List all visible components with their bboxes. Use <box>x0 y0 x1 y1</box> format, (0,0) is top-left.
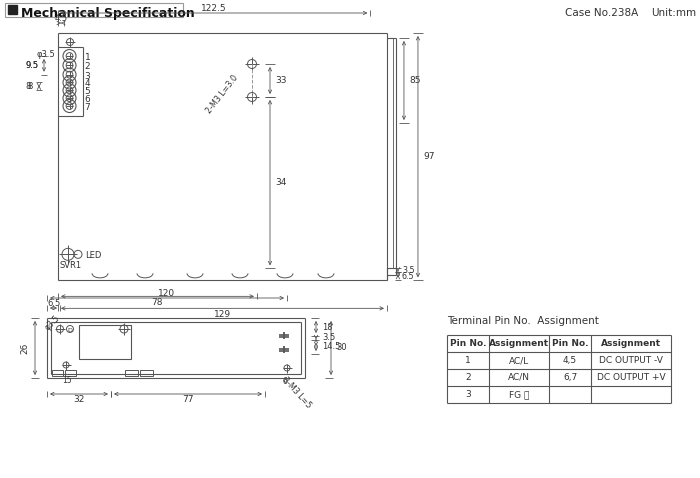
Text: 6,7: 6,7 <box>563 373 577 382</box>
Text: 9.5: 9.5 <box>26 61 39 70</box>
Text: Pin No.: Pin No. <box>552 339 588 348</box>
Text: 3: 3 <box>85 72 90 81</box>
Text: Unit:mm: Unit:mm <box>651 8 696 18</box>
Text: 97: 97 <box>423 152 435 161</box>
Text: 33: 33 <box>275 76 286 85</box>
Text: 6.5: 6.5 <box>402 272 414 281</box>
Text: 3.5: 3.5 <box>322 333 335 342</box>
Text: φ3.5: φ3.5 <box>43 314 61 332</box>
Text: 30: 30 <box>336 344 346 352</box>
Text: 2-M3 L=3.0: 2-M3 L=3.0 <box>204 74 239 115</box>
Text: 15: 15 <box>62 376 72 385</box>
Bar <box>8 5 17 14</box>
Text: 8: 8 <box>27 82 33 91</box>
Text: AC/N: AC/N <box>508 373 530 382</box>
Text: Assignment: Assignment <box>489 339 549 348</box>
Text: LED: LED <box>85 251 102 260</box>
Bar <box>125 370 138 376</box>
Text: 129: 129 <box>214 310 231 319</box>
Bar <box>140 370 153 376</box>
Text: 6.5: 6.5 <box>47 298 60 307</box>
Text: 18: 18 <box>322 323 332 332</box>
Text: Pin No.: Pin No. <box>449 339 486 348</box>
Text: DC OUTPUT +V: DC OUTPUT +V <box>596 373 665 382</box>
Text: φ3.5: φ3.5 <box>36 50 55 58</box>
Text: 85: 85 <box>409 76 421 85</box>
Text: 1: 1 <box>465 356 471 365</box>
Text: FG ⏧: FG ⏧ <box>509 390 529 399</box>
Text: DC OUTPUT -V: DC OUTPUT -V <box>599 356 663 365</box>
Text: 77: 77 <box>182 395 194 404</box>
Text: 7: 7 <box>85 103 90 112</box>
Text: Assignment: Assignment <box>601 339 661 348</box>
Text: 78: 78 <box>152 298 163 307</box>
Text: 6: 6 <box>85 95 90 104</box>
Text: 2: 2 <box>466 373 471 382</box>
Text: 3.5: 3.5 <box>402 266 414 274</box>
Text: 32: 32 <box>74 395 85 404</box>
Bar <box>65 370 76 376</box>
Text: 3-M3 L=5: 3-M3 L=5 <box>281 376 313 410</box>
Bar <box>52 370 63 376</box>
Text: Mechanical Specification: Mechanical Specification <box>21 7 195 20</box>
Text: 4.5: 4.5 <box>55 13 68 22</box>
Text: 34: 34 <box>275 178 286 187</box>
Text: SVR1: SVR1 <box>60 261 82 270</box>
Text: 6: 6 <box>283 377 288 386</box>
Text: 5: 5 <box>85 87 90 97</box>
Text: 9.5: 9.5 <box>25 61 38 70</box>
Text: D: D <box>68 327 72 333</box>
Text: 3: 3 <box>465 390 471 399</box>
Text: AC/L: AC/L <box>509 356 529 365</box>
Text: Terminal Pin No.  Assignment: Terminal Pin No. Assignment <box>447 316 599 326</box>
Text: 14.5: 14.5 <box>322 342 340 351</box>
Text: 4,5: 4,5 <box>563 356 577 365</box>
Text: 4: 4 <box>85 79 90 88</box>
Text: 1: 1 <box>85 53 90 62</box>
Text: 26: 26 <box>20 342 29 354</box>
Text: 8: 8 <box>25 82 30 91</box>
Bar <box>79 325 131 359</box>
Text: 122.5: 122.5 <box>202 3 227 12</box>
Text: 120: 120 <box>158 289 176 297</box>
Text: 2: 2 <box>85 62 90 71</box>
Text: Case No.238A: Case No.238A <box>565 8 638 18</box>
